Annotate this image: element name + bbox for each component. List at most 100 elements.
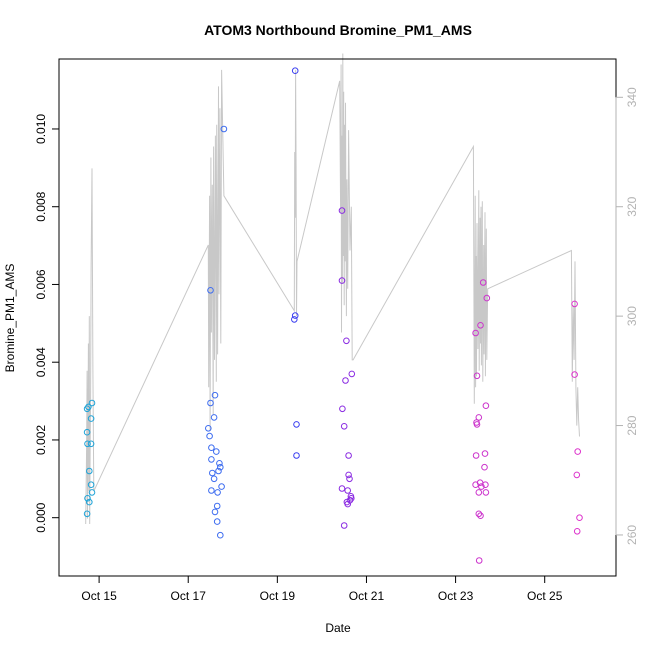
right-y-tick-label: 340 xyxy=(625,87,639,107)
plot-frame xyxy=(58,58,617,577)
y-tick-label: 0.002 xyxy=(34,425,48,455)
data-point xyxy=(338,207,346,214)
data-point xyxy=(573,528,581,535)
data-point xyxy=(84,495,91,502)
x-tick-label: Oct 23 xyxy=(438,589,474,603)
data-point xyxy=(340,423,348,430)
data-point xyxy=(214,489,221,496)
x-tick-label: Oct 19 xyxy=(260,589,296,603)
data-point xyxy=(208,487,215,494)
x-tick-label: Oct 15 xyxy=(81,589,117,603)
data-point xyxy=(87,481,95,489)
right-y-tick-label: 300 xyxy=(625,306,639,326)
data-point xyxy=(473,372,481,380)
data-point xyxy=(293,421,300,428)
data-point xyxy=(205,425,212,432)
data-point xyxy=(207,399,214,407)
data-point xyxy=(291,316,298,323)
scatter-points-layer xyxy=(83,67,583,564)
data-point xyxy=(344,487,352,494)
data-point xyxy=(86,498,93,506)
x-tick-label: Oct 21 xyxy=(349,589,385,603)
right-y-tick-label: 320 xyxy=(625,196,639,216)
data-point xyxy=(472,329,479,337)
data-point xyxy=(217,531,224,539)
data-point xyxy=(215,467,222,475)
data-point xyxy=(345,452,352,459)
data-point xyxy=(483,294,491,302)
data-point xyxy=(475,489,483,496)
data-point xyxy=(83,510,91,518)
data-point xyxy=(571,300,578,308)
data-point xyxy=(83,428,91,436)
x-tick-label: Oct 17 xyxy=(171,589,207,603)
data-point xyxy=(573,471,581,479)
data-point xyxy=(339,405,346,413)
data-point xyxy=(217,463,224,471)
data-point xyxy=(207,287,214,294)
y-tick-label: 0.010 xyxy=(34,114,48,144)
data-point xyxy=(475,557,483,564)
data-point xyxy=(338,277,346,284)
x-axis-label: Date xyxy=(325,621,351,635)
data-point xyxy=(208,456,215,463)
data-point xyxy=(478,483,485,490)
y-tick-label: 0.006 xyxy=(34,269,48,299)
y-tick-label: 0.000 xyxy=(34,502,48,532)
data-point xyxy=(482,402,490,410)
data-point xyxy=(210,414,218,421)
data-point xyxy=(87,440,95,448)
data-point xyxy=(342,377,349,384)
data-point xyxy=(291,312,299,319)
data-point xyxy=(481,450,489,457)
data-point xyxy=(211,508,219,516)
data-point xyxy=(477,512,484,520)
x-tick-label: Oct 25 xyxy=(527,589,563,603)
data-point xyxy=(571,371,578,378)
data-point xyxy=(87,415,95,422)
data-point xyxy=(213,518,221,525)
secondary-trace-layer xyxy=(85,53,580,525)
data-point xyxy=(88,489,96,496)
data-point xyxy=(343,337,350,345)
data-point xyxy=(338,485,346,492)
data-point xyxy=(345,471,352,479)
data-point xyxy=(84,440,91,448)
data-point xyxy=(473,421,481,428)
data-point xyxy=(475,510,483,518)
data-point xyxy=(210,475,218,483)
y-axis-label: Bromine_PM1_AMS xyxy=(3,264,17,373)
chart-title: ATOM3 Northbound Bromine_PM1_AMS xyxy=(204,22,472,38)
data-point xyxy=(574,448,582,455)
data-point xyxy=(85,403,92,411)
data-point xyxy=(348,495,355,502)
data-point xyxy=(220,125,228,133)
data-point xyxy=(482,489,490,496)
y-axis: 0.000 0.002 0.004 0.006 0.008 0.010 xyxy=(34,114,60,533)
x-axis: Oct 15 Oct 17 Oct 19 Oct 21 Oct 23 Oct 25 xyxy=(81,575,563,603)
data-point xyxy=(213,448,220,455)
secondary-series-line xyxy=(85,53,580,525)
data-point xyxy=(291,67,299,74)
data-point xyxy=(213,502,221,510)
data-point xyxy=(340,522,348,529)
y-tick-label: 0.004 xyxy=(34,347,48,377)
data-point xyxy=(208,444,215,452)
data-point xyxy=(348,370,356,378)
right-y-tick-label: 280 xyxy=(625,415,639,435)
data-point xyxy=(211,391,219,399)
data-point xyxy=(477,322,484,329)
data-point xyxy=(472,452,480,459)
data-point xyxy=(216,460,223,467)
data-point xyxy=(206,432,213,440)
data-point xyxy=(88,399,96,407)
data-point xyxy=(83,405,91,413)
data-point xyxy=(482,481,489,489)
right-y-axis: 260 280 300 320 340 xyxy=(615,87,639,545)
y-tick-label: 0.008 xyxy=(34,191,48,221)
data-point xyxy=(209,469,216,477)
data-point xyxy=(86,467,93,475)
data-point xyxy=(293,452,300,459)
data-point xyxy=(344,500,352,508)
